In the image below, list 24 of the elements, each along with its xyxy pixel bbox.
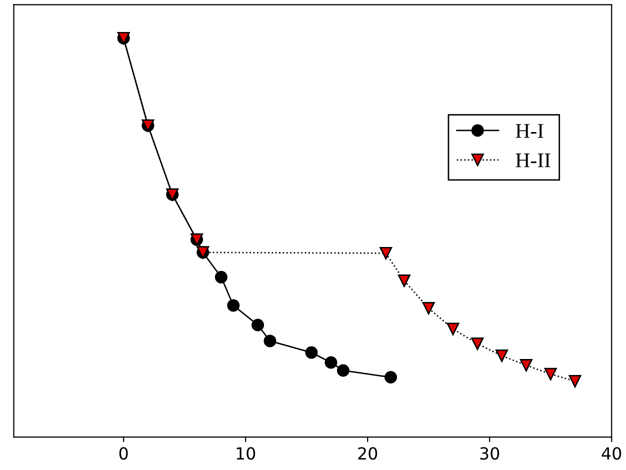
point [398,274,410,287]
x-tick-label: 30 [480,447,500,460]
point [544,368,557,380]
point [520,359,532,372]
point [380,246,392,260]
point [422,302,435,315]
x-tick-label: 40 [602,447,622,460]
legend-label: H-I [516,124,544,138]
point [471,338,484,350]
point [305,346,318,359]
point [264,334,276,348]
point [336,364,350,377]
x-tick-label: 0 [119,447,128,460]
point [252,318,264,332]
point [568,375,582,388]
point [446,322,460,336]
point [384,371,398,384]
point [227,299,240,312]
legend-label: H-II [516,154,550,168]
x-tick-label: 10 [236,447,256,460]
point [324,356,338,369]
point [214,270,228,284]
point [496,349,508,362]
x-tick-label: 20 [358,447,378,460]
